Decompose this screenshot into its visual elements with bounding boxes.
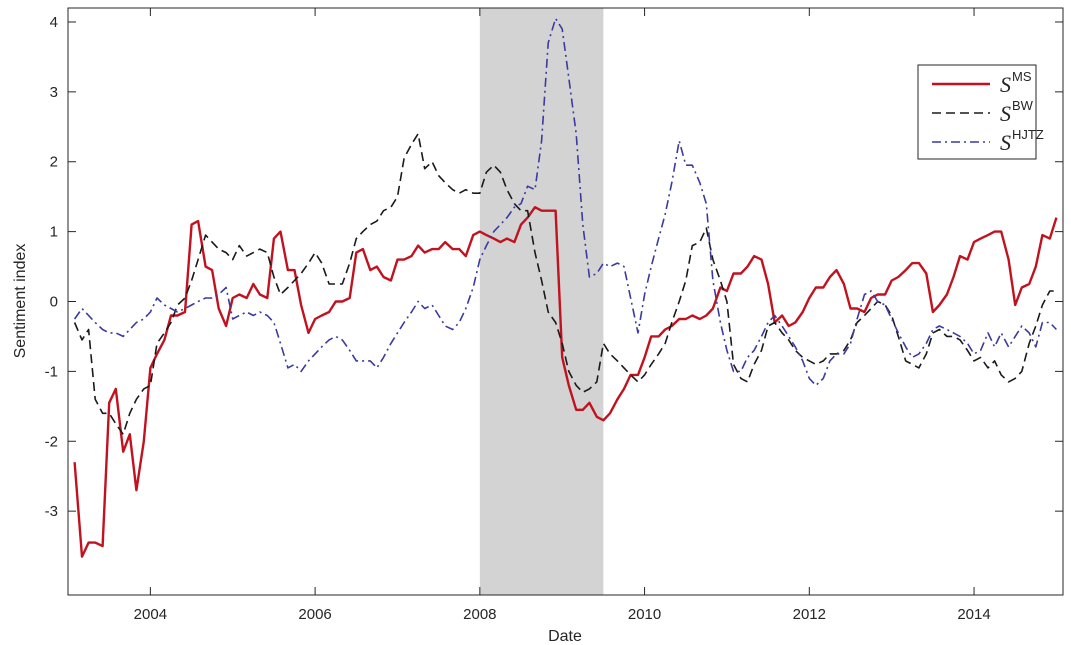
x-tick-label: 2006 [298, 606, 331, 623]
series-layer [73, 17, 1058, 558]
y-tick-label: -1 [45, 363, 58, 380]
x-tick-label: 2008 [463, 606, 496, 623]
legend-box [917, 64, 1037, 160]
shade-layer [479, 8, 604, 595]
y-tick-label: 1 [50, 224, 58, 241]
x-tick-label: 2010 [628, 606, 661, 623]
y-tick-label: 3 [50, 84, 58, 101]
y-tick-label: -2 [45, 433, 58, 450]
y-tick-label: 2 [50, 154, 58, 171]
x-tick-label: 2004 [134, 606, 167, 623]
shaded-period [479, 8, 604, 595]
series-line-ms [73, 206, 1058, 558]
y-axis-label: Sentiment index [12, 244, 29, 359]
x-axis-label: Date [548, 628, 582, 645]
y-tick-label: 4 [50, 14, 58, 31]
series-line-bw [73, 133, 1057, 436]
tick-layer: 2004 2006 2008 2010 2012 2014 -3 -2 -1 0 1 2 3 4 [45, 8, 1063, 623]
y-tick-label: -3 [45, 503, 58, 520]
x-tick-label: 2014 [957, 606, 990, 623]
series-line-hjtz [73, 17, 1057, 387]
y-tick-label: 0 [50, 294, 58, 311]
x-tick-label: 2012 [793, 606, 826, 623]
